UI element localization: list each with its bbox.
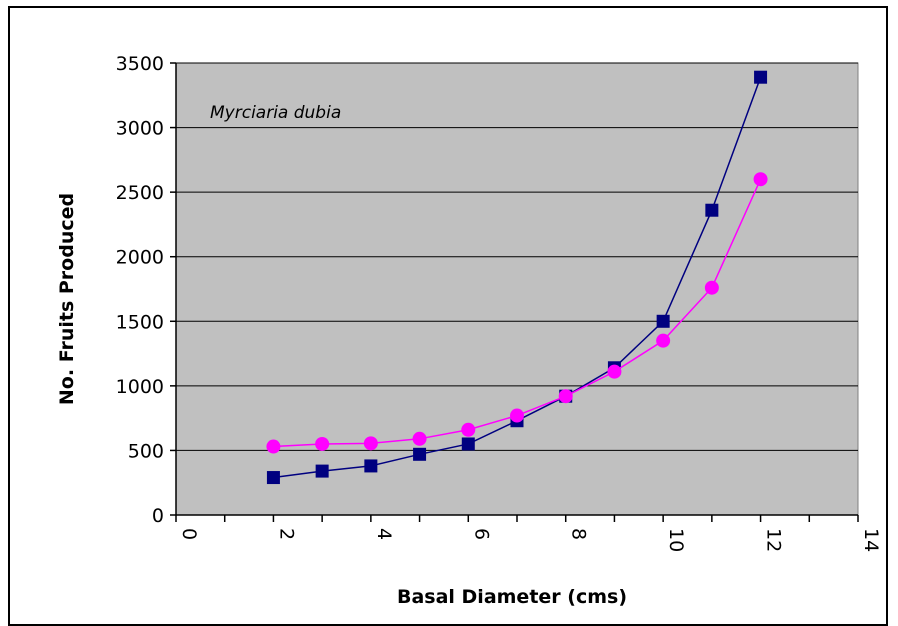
series-2-point: [656, 333, 671, 348]
x-tick-label-12: 12: [763, 528, 785, 552]
x-axis-label: Basal Diameter (cms): [397, 586, 627, 608]
x-tick-label-4: 4: [373, 528, 395, 540]
series-1-point: [656, 314, 670, 328]
series-1-point: [705, 203, 719, 217]
y-tick-label-0: 0: [152, 505, 164, 527]
series-2-point: [315, 436, 330, 451]
axes: [175, 63, 859, 522]
x-tick-label-8: 8: [568, 528, 590, 540]
y-tick-label-3000: 3000: [116, 118, 164, 140]
series-2-point: [412, 431, 427, 446]
species-annotation: Myrciaria dubia: [210, 103, 341, 123]
x-tick-labels: 0 2 4 6 8 10 12 14: [178, 528, 882, 552]
series-1-point: [266, 471, 280, 485]
y-tick-label-3500: 3500: [116, 53, 164, 75]
y-tick-label-2000: 2000: [116, 247, 164, 269]
series-1-point: [364, 459, 378, 473]
y-tick-labels: 0 500 1000 1500 2000 2500 3000 3500: [116, 53, 164, 527]
series-1-point: [461, 437, 475, 451]
x-tick-label-0: 0: [178, 528, 200, 540]
x-tick-label-2: 2: [275, 528, 297, 540]
chart: 0 500 1000 1500 2000 2500 3000 3500 0 2 4 6 8 10 12 14…: [56, 53, 882, 608]
series-2-point: [607, 364, 622, 379]
y-tick-label-500: 500: [128, 440, 164, 462]
series-1-point: [315, 464, 329, 478]
plot-area: [175, 62, 859, 516]
x-tick-label-10: 10: [665, 528, 687, 552]
series-2-point: [510, 408, 524, 423]
series-2-point: [753, 172, 768, 187]
series-2-point: [266, 439, 281, 454]
series-1-point: [413, 447, 427, 461]
y-tick-label-2500: 2500: [116, 182, 164, 204]
y-tick-label-1000: 1000: [116, 376, 164, 398]
series-1-point: [754, 70, 768, 84]
series-2-point: [461, 422, 476, 437]
series-2-point: [363, 436, 378, 451]
y-tick-label-1500: 1500: [116, 311, 164, 333]
gridlines: [170, 62, 858, 516]
series-2-point: [704, 280, 719, 295]
series-layer: [266, 70, 768, 485]
x-tick-label-14: 14: [860, 528, 882, 552]
y-axis-label: No. Fruits Produced: [56, 193, 78, 405]
x-tick-label-6: 6: [470, 528, 492, 540]
series-2-point: [558, 389, 573, 404]
